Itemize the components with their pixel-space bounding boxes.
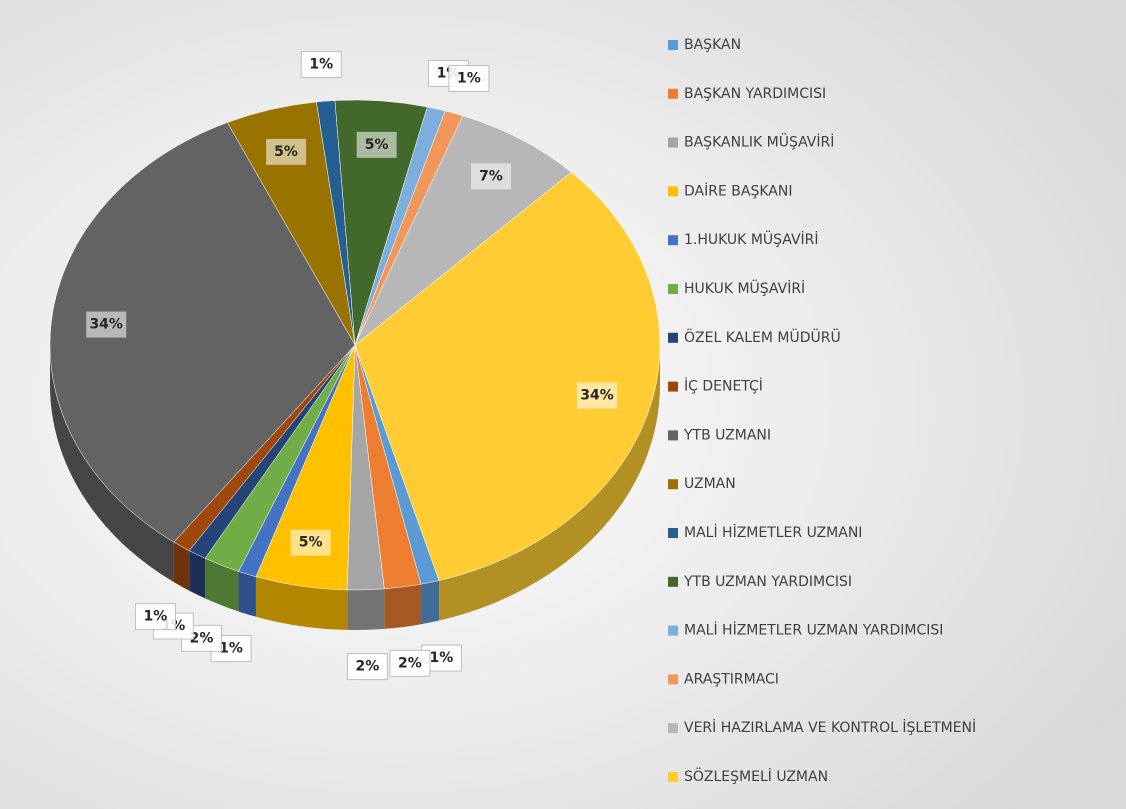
- legend-label: MALİ HİZMETLER UZMAN YARDIMCISI: [684, 621, 943, 639]
- slice-side: [189, 550, 206, 599]
- slice-side: [421, 580, 440, 625]
- data-label: 34%: [89, 317, 123, 333]
- legend-label: BAŞKAN: [684, 37, 741, 53]
- data-label: 1%: [429, 650, 453, 666]
- slice: [49, 122, 356, 543]
- data-label: 7%: [479, 168, 503, 184]
- legend-label: DAİRE BAŞKANI: [684, 181, 792, 199]
- slice: [354, 115, 572, 346]
- data-label: 34%: [580, 388, 614, 404]
- legend-swatch: [668, 186, 678, 197]
- legend-label: VERİ HAZIRLAMA VE KONTROL İŞLETMENİ: [684, 718, 976, 736]
- label-box: [300, 51, 342, 79]
- label-box: [577, 382, 618, 409]
- legend-swatch: [668, 430, 678, 441]
- legend-swatch: [668, 381, 678, 392]
- legend-swatch: [668, 88, 678, 99]
- legend-swatch: [668, 332, 678, 343]
- legend-label: SÖZLEŞMELİ UZMAN: [684, 767, 828, 785]
- legend-swatch: [668, 723, 678, 734]
- legend-label: BAŞKANLIK MÜŞAVİRİ: [684, 133, 834, 151]
- legend-label: ARAŞTIRMACI: [684, 671, 779, 687]
- legend-label: YTB UZMANI: [683, 427, 771, 443]
- slice-side: [347, 588, 385, 630]
- label-box: [470, 163, 511, 190]
- legend-label: MALİ HİZMETLER UZMANI: [684, 523, 862, 541]
- legend-swatch: [668, 674, 678, 685]
- label-box: [346, 653, 388, 681]
- slice-side: [238, 571, 256, 617]
- slice-side: [384, 584, 422, 629]
- legend-swatch: [668, 625, 678, 636]
- legend-label: İÇ DENETÇİ: [684, 377, 763, 395]
- data-label: 1%: [144, 609, 168, 625]
- legend-label: HUKUK MÜŞAVİRİ: [684, 279, 805, 297]
- label-box: [266, 138, 307, 165]
- label-box: [290, 529, 331, 556]
- data-label: 5%: [299, 535, 323, 551]
- legend-swatch: [668, 772, 678, 782]
- data-label: 2%: [398, 655, 422, 671]
- slice-side: [439, 345, 660, 621]
- label-box: [389, 649, 431, 677]
- legend-swatch: [668, 235, 678, 246]
- legend-label: 1.HUKUK MÜŞAVİRİ: [684, 230, 819, 248]
- slice: [354, 171, 661, 581]
- slice-side: [205, 558, 239, 612]
- legend-swatch: [668, 528, 678, 538]
- data-label: 5%: [274, 144, 298, 160]
- data-label: 2%: [190, 630, 214, 646]
- legend-swatch: [668, 284, 678, 294]
- legend-label: BAŞKAN YARDIMCISI: [684, 86, 826, 102]
- legend-swatch: [668, 479, 678, 490]
- slice-side: [49, 345, 174, 583]
- legend-swatch: [668, 576, 678, 587]
- data-label: 1%: [457, 71, 481, 87]
- slice-side: [173, 542, 190, 591]
- data-label: 5%: [365, 137, 389, 153]
- data-label: 1%: [309, 57, 333, 73]
- label-box: [448, 65, 490, 93]
- label-box: [356, 131, 397, 158]
- legend-swatch: [668, 137, 678, 148]
- legend-label: UZMAN: [684, 476, 736, 492]
- legend-swatch: [668, 40, 678, 50]
- legend-label: YTB UZMAN YARDIMCISI: [683, 574, 852, 590]
- data-label: 1%: [219, 641, 243, 657]
- slice-side: [255, 576, 348, 630]
- label-box: [86, 311, 127, 338]
- legend-label: ÖZEL KALEM MÜDÜRÜ: [684, 328, 841, 346]
- label-box: [134, 603, 176, 631]
- data-label: 2%: [355, 659, 379, 675]
